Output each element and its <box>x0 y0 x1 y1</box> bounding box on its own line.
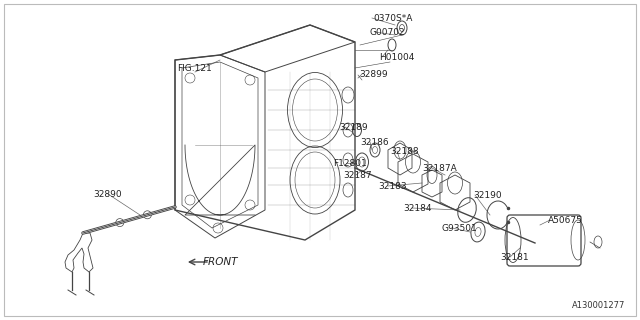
Text: A130001277: A130001277 <box>572 301 625 310</box>
Text: H01004: H01004 <box>380 52 415 61</box>
Text: 32184: 32184 <box>404 204 432 212</box>
Text: 32188: 32188 <box>390 147 419 156</box>
Text: 32183: 32183 <box>379 181 407 190</box>
Text: 32187: 32187 <box>344 171 372 180</box>
Text: FIG.121: FIG.121 <box>178 63 212 73</box>
Text: 32189: 32189 <box>340 123 368 132</box>
Text: 32186: 32186 <box>361 138 389 147</box>
Text: 32890: 32890 <box>93 189 122 198</box>
Text: 32187A: 32187A <box>422 164 458 172</box>
Text: 32190: 32190 <box>474 190 502 199</box>
Text: FRONT: FRONT <box>202 257 237 267</box>
Text: G93501: G93501 <box>441 223 477 233</box>
Text: 32899: 32899 <box>360 69 388 78</box>
Text: 0370S*A: 0370S*A <box>373 13 413 22</box>
Text: F12801: F12801 <box>333 158 367 167</box>
Text: G00702: G00702 <box>369 28 405 36</box>
Text: A50675: A50675 <box>548 215 582 225</box>
Text: 32181: 32181 <box>500 252 529 261</box>
